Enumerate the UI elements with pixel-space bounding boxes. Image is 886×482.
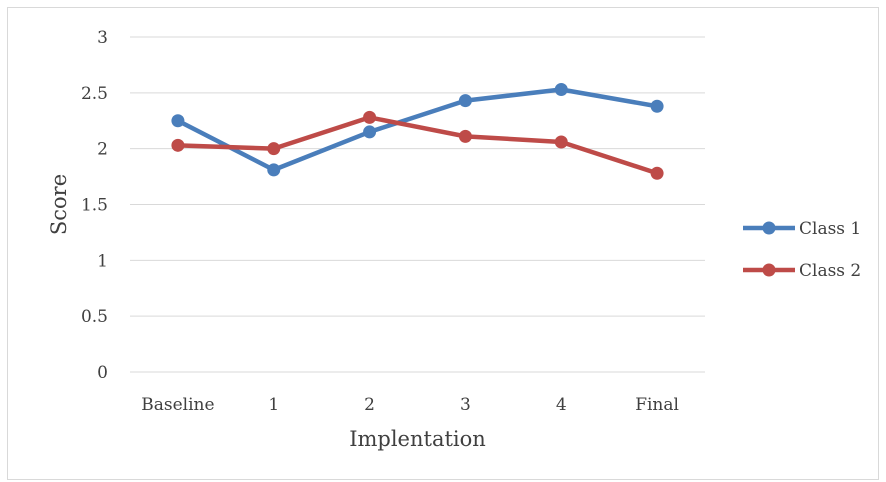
y-tick-label: 2.5: [81, 84, 108, 104]
data-point: [458, 129, 472, 143]
legend-item: Class 1: [743, 219, 861, 239]
y-tick-label: 0: [97, 363, 108, 383]
data-point: [171, 114, 185, 128]
x-tick-label: Baseline: [141, 395, 214, 415]
series-2: [171, 110, 664, 180]
x-tick-label: 1: [268, 395, 279, 415]
legend-marker: [762, 221, 776, 235]
data-point: [650, 99, 664, 113]
data-point: [554, 82, 568, 96]
data-point: [650, 166, 664, 180]
chart-frame: [7, 7, 879, 480]
y-axis-tick-labels: 0 0.5 1 1.5 2 2.5 3: [81, 28, 108, 383]
y-tick-label: 1.5: [81, 196, 108, 216]
data-point: [363, 125, 377, 139]
series-layer: [171, 82, 664, 180]
legend-marker: [762, 263, 776, 277]
x-tick-label: 4: [556, 395, 567, 415]
series-line: [175, 115, 660, 176]
y-tick-label: 2: [97, 140, 108, 160]
series-line: [175, 87, 660, 173]
series-1: [171, 82, 664, 177]
x-tick-label: Final: [635, 395, 679, 415]
x-tick-label: 3: [460, 395, 471, 415]
y-axis-title: Score: [47, 174, 71, 235]
x-axis-tick-labels: Baseline 1 2 3 4 Final: [141, 395, 679, 415]
legend-label: Class 1: [799, 219, 861, 239]
data-point: [267, 163, 281, 177]
data-point: [171, 138, 185, 152]
x-tick-label: 2: [364, 395, 375, 415]
y-tick-label: 3: [97, 28, 108, 48]
data-point: [267, 142, 281, 156]
data-point: [363, 110, 377, 124]
legend-label: Class 2: [799, 261, 861, 281]
gridlines: [130, 36, 705, 373]
y-tick-label: 0.5: [81, 307, 108, 327]
y-tick-label: 1: [97, 251, 108, 271]
legend-item: Class 2: [743, 261, 861, 281]
legend: Class 1 Class 2: [743, 219, 861, 281]
x-axis-title: Implentation: [349, 427, 486, 451]
data-point: [554, 135, 568, 149]
data-point: [458, 94, 472, 108]
